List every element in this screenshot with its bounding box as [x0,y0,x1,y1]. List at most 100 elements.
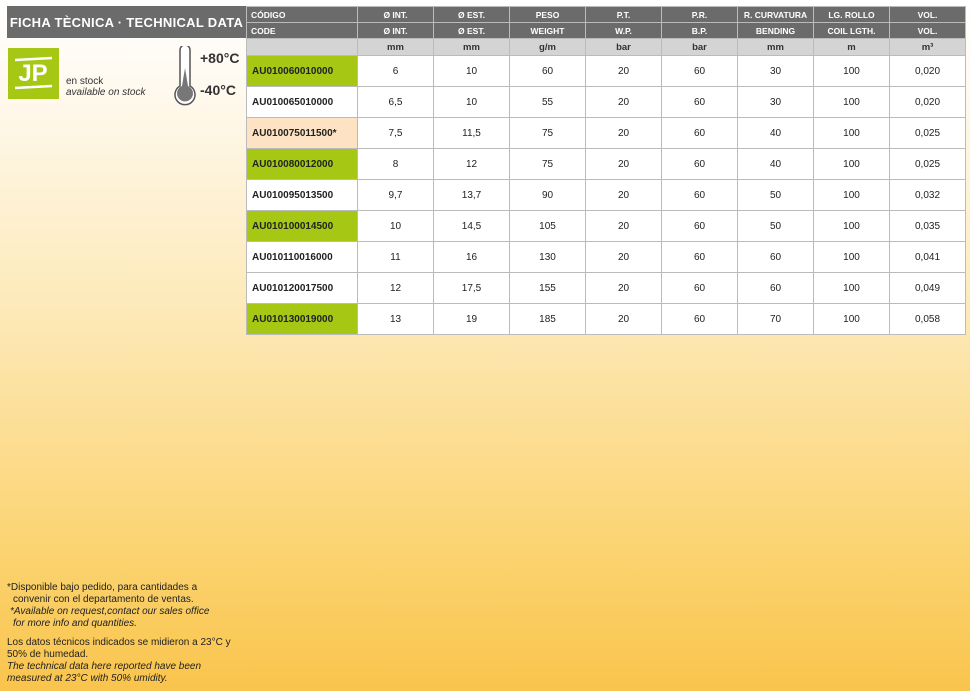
table-cell: 9,7 [357,179,434,211]
product-code: AU010095013500 [246,179,358,211]
table-cell: 55 [509,86,586,118]
table-cell: 0,020 [889,55,966,87]
product-code: AU010110016000 [246,241,358,273]
table-row: AU010080012000 8 12 75 20 60 40 100 0,025 [246,148,966,180]
svg-text:JP: JP [18,60,47,87]
table-row: AU010100014500 10 14,5 105 20 60 50 100 0,035 [246,210,966,242]
column-header: BENDING [737,22,814,39]
table-cell: 17,5 [433,272,510,304]
table-cell: 100 [813,117,890,149]
column-header: B.P. [661,22,738,39]
table-cell: 0,058 [889,303,966,335]
product-code: AU010080012000 [246,148,358,180]
unit-cell: mm [357,38,434,56]
table-cell: 60 [661,117,738,149]
column-header: CÓDIGO [246,6,358,23]
page-title: FICHA TÈCNICA · TECHNICAL DATA [7,6,246,38]
column-header: WEIGHT [509,22,586,39]
table-cell: 6,5 [357,86,434,118]
table-cell: 100 [813,86,890,118]
table-cell: 0,041 [889,241,966,273]
table-cell: 0,020 [889,86,966,118]
column-header: VOL. [889,22,966,39]
product-code: AU010100014500 [246,210,358,242]
unit-cell: m³ [889,38,966,56]
table-row: AU010075011500* 7,5 11,5 75 20 60 40 100 0,025 [246,117,966,149]
column-header: P.T. [585,6,662,23]
technical-data-table: CÓDIGO Ø INT. Ø EST. PESO P.T. P.R. R. CURVATU… [246,6,966,335]
table-cell: 40 [737,148,814,180]
table-cell: 60 [737,272,814,304]
table-cell: 60 [661,86,738,118]
header-row-es: CÓDIGO Ø INT. Ø EST. PESO P.T. P.R. R. CURVATU… [246,6,966,23]
table-cell: 12 [357,272,434,304]
column-header: PESO [509,6,586,23]
unit-cell: m [813,38,890,56]
note-es-2: convenir con el departamento de ventas. [13,594,194,605]
table-cell: 100 [813,241,890,273]
product-code: AU010060010000 [246,55,358,87]
note-en-1: *Available on request,contact our sales … [10,606,210,617]
table-cell: 50 [737,179,814,211]
column-header: Ø EST. [433,22,510,39]
table-cell: 10 [357,210,434,242]
table-cell: 16 [433,241,510,273]
table-cell: 8 [357,148,434,180]
table-cell: 20 [585,55,662,87]
table-cell: 100 [813,272,890,304]
note-es-1: *Disponible bajo pedido, para cantidades… [7,582,198,593]
table-cell: 20 [585,86,662,118]
table-cell: 20 [585,179,662,211]
table-cell: 90 [509,179,586,211]
table-cell: 11,5 [433,117,510,149]
table-cell: 60 [661,272,738,304]
column-header: R. CURVATURA [737,6,814,23]
table-cell: 60 [737,241,814,273]
table-cell: 10 [433,55,510,87]
table-cell: 105 [509,210,586,242]
table-cell: 50 [737,210,814,242]
table-cell: 0,032 [889,179,966,211]
table-cell: 100 [813,55,890,87]
unit-cell: bar [585,38,662,56]
table-cell: 185 [509,303,586,335]
table-row: AU010095013500 9,7 13,7 90 20 60 50 100 0,032 [246,179,966,211]
temp-max: +80°C [200,50,240,66]
table-cell: 60 [661,210,738,242]
temp-min: -40°C [200,82,236,98]
header-row-en: CODE Ø INT. Ø EST. WEIGHT W.P. B.P. BENDING COI… [246,22,966,39]
unit-cell: bar [661,38,738,56]
table-cell: 13,7 [433,179,510,211]
table-cell: 10 [433,86,510,118]
column-header: COIL LGTH. [813,22,890,39]
table-cell: 11 [357,241,434,273]
table-cell: 20 [585,117,662,149]
table-cell: 155 [509,272,586,304]
table-row: AU010060010000 6 10 60 20 60 30 100 0,020 [246,55,966,87]
product-code: AU010075011500* [246,117,358,149]
table-cell: 60 [661,303,738,335]
product-code: AU010130019000 [246,303,358,335]
table-cell: 30 [737,55,814,87]
footnotes: *Disponible bajo pedido, para cantidades… [7,582,232,685]
table-cell: 100 [813,210,890,242]
table-cell: 20 [585,210,662,242]
note-measure-es: Los datos técnicos indicados se midieron… [7,637,231,660]
table-cell: 75 [509,148,586,180]
column-header: W.P. [585,22,662,39]
table-cell: 20 [585,303,662,335]
table-row: AU010130019000 13 19 185 20 60 70 100 0,058 [246,303,966,335]
product-code: AU010120017500 [246,272,358,304]
column-header: LG. ROLLO [813,6,890,23]
column-header: Ø INT. [357,22,434,39]
stock-es: en stock [66,76,104,87]
table-cell: 0,025 [889,148,966,180]
table-cell: 100 [813,179,890,211]
table-cell: 7,5 [357,117,434,149]
table-cell: 20 [585,241,662,273]
table-cell: 20 [585,272,662,304]
table-row: AU010110016000 11 16 130 20 60 60 100 0,041 [246,241,966,273]
table-cell: 0,025 [889,117,966,149]
table-cell: 30 [737,86,814,118]
table-cell: 20 [585,148,662,180]
